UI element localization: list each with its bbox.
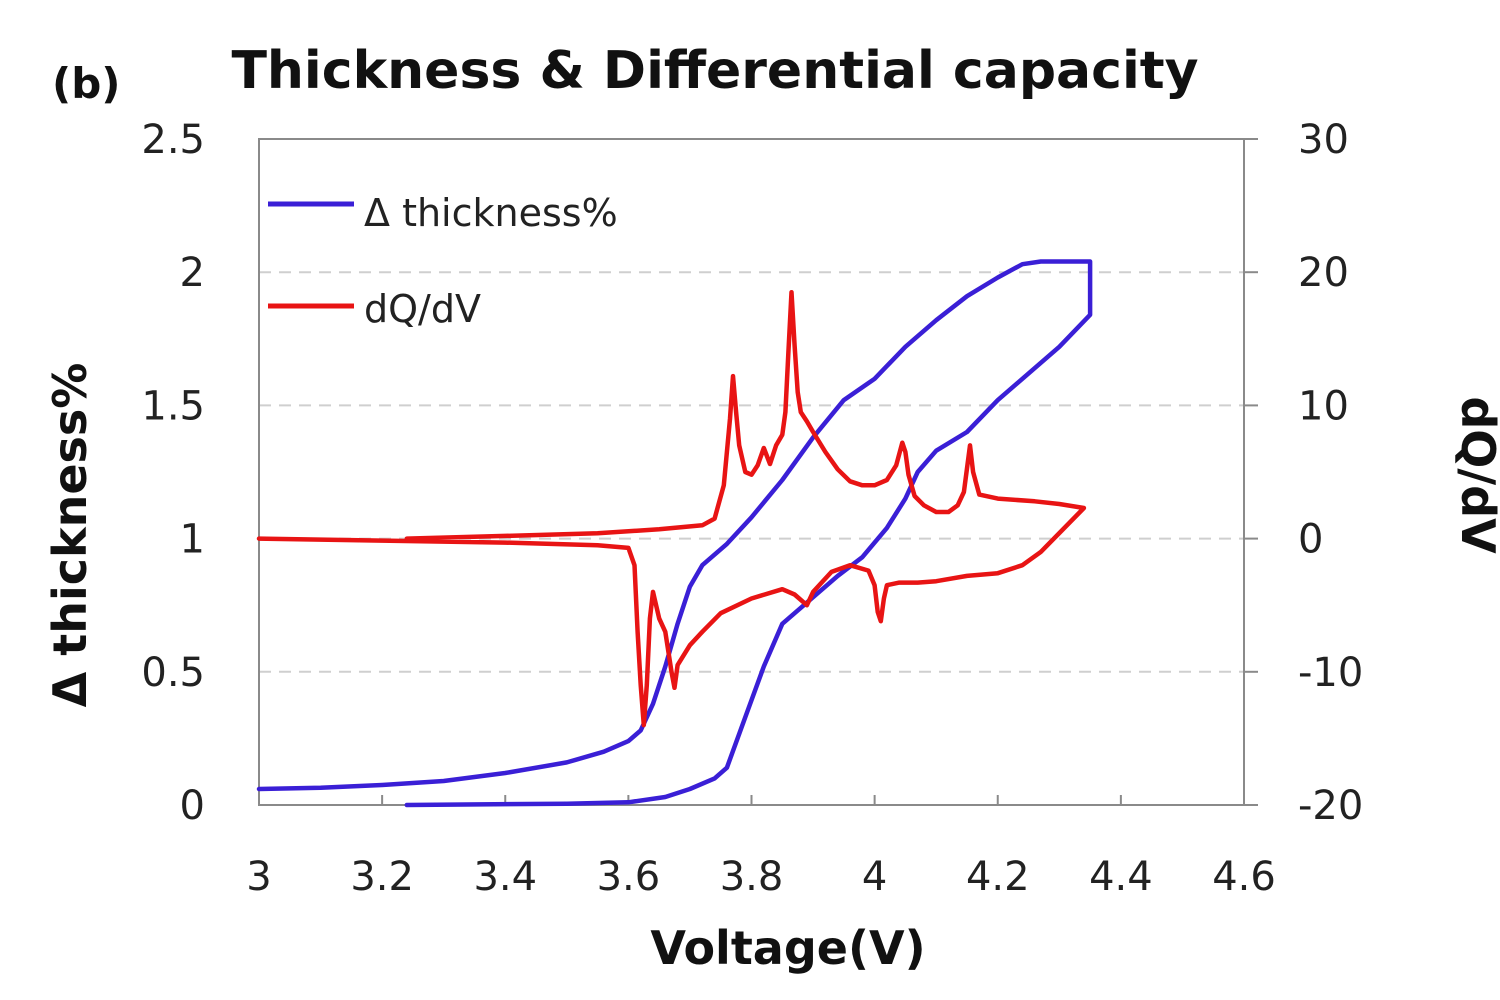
legend-label-dqdv: dQ/dV	[364, 287, 481, 331]
series-layer	[256, 259, 1093, 808]
chart-title: Thickness & Differential capacity	[231, 41, 1198, 101]
series-line-dqdv	[256, 289, 1087, 728]
y-axis-right-title: dQ/dV	[1451, 396, 1500, 554]
legend-label-thickness: Δ thickness%	[364, 191, 618, 235]
panel-label: (b)	[52, 59, 120, 108]
x-tick-label: 3.4	[473, 854, 537, 900]
x-axis-title: Voltage(V)	[650, 921, 925, 975]
y-left-tick-label: 2.5	[141, 117, 205, 163]
y-right-tick-label: -20	[1298, 783, 1363, 829]
x-tick-label: 3.2	[350, 854, 414, 900]
x-axis: 3 3.2 3.4 3.6 3.8 4 4.2 4.4 4.6	[246, 795, 1276, 900]
x-tick-label: 4	[862, 854, 887, 900]
series-line-thickness	[256, 259, 1093, 808]
y-left-tick-label: 0.5	[141, 650, 205, 696]
y-right-tick-label: 10	[1298, 383, 1349, 429]
y-axis-left-title: Δ thickness%	[43, 363, 97, 708]
y-right-tick-label: 20	[1298, 250, 1349, 296]
y-axis-left: 0 0.5 1 1.5 2 2.5	[141, 117, 205, 829]
y-axis-right: -20 -10 0 10 20 30	[1244, 117, 1363, 829]
x-tick-label: 4.2	[966, 854, 1030, 900]
y-right-tick-label: 0	[1298, 517, 1323, 563]
x-tick-label: 3	[246, 854, 271, 900]
x-tick-label: 3.8	[720, 854, 784, 900]
y-right-tick-label: -10	[1298, 650, 1363, 696]
x-tick-label: 3.6	[597, 854, 661, 900]
y-left-tick-label: 1	[180, 517, 205, 563]
y-right-tick-label: 30	[1298, 117, 1349, 163]
y-left-tick-label: 2	[180, 250, 205, 296]
x-tick-label: 4.4	[1089, 854, 1153, 900]
y-left-tick-label: 1.5	[141, 383, 205, 429]
legend: Δ thickness% dQ/dV	[268, 191, 618, 331]
x-tick-label: 4.6	[1212, 854, 1276, 900]
y-left-tick-label: 0	[180, 783, 205, 829]
